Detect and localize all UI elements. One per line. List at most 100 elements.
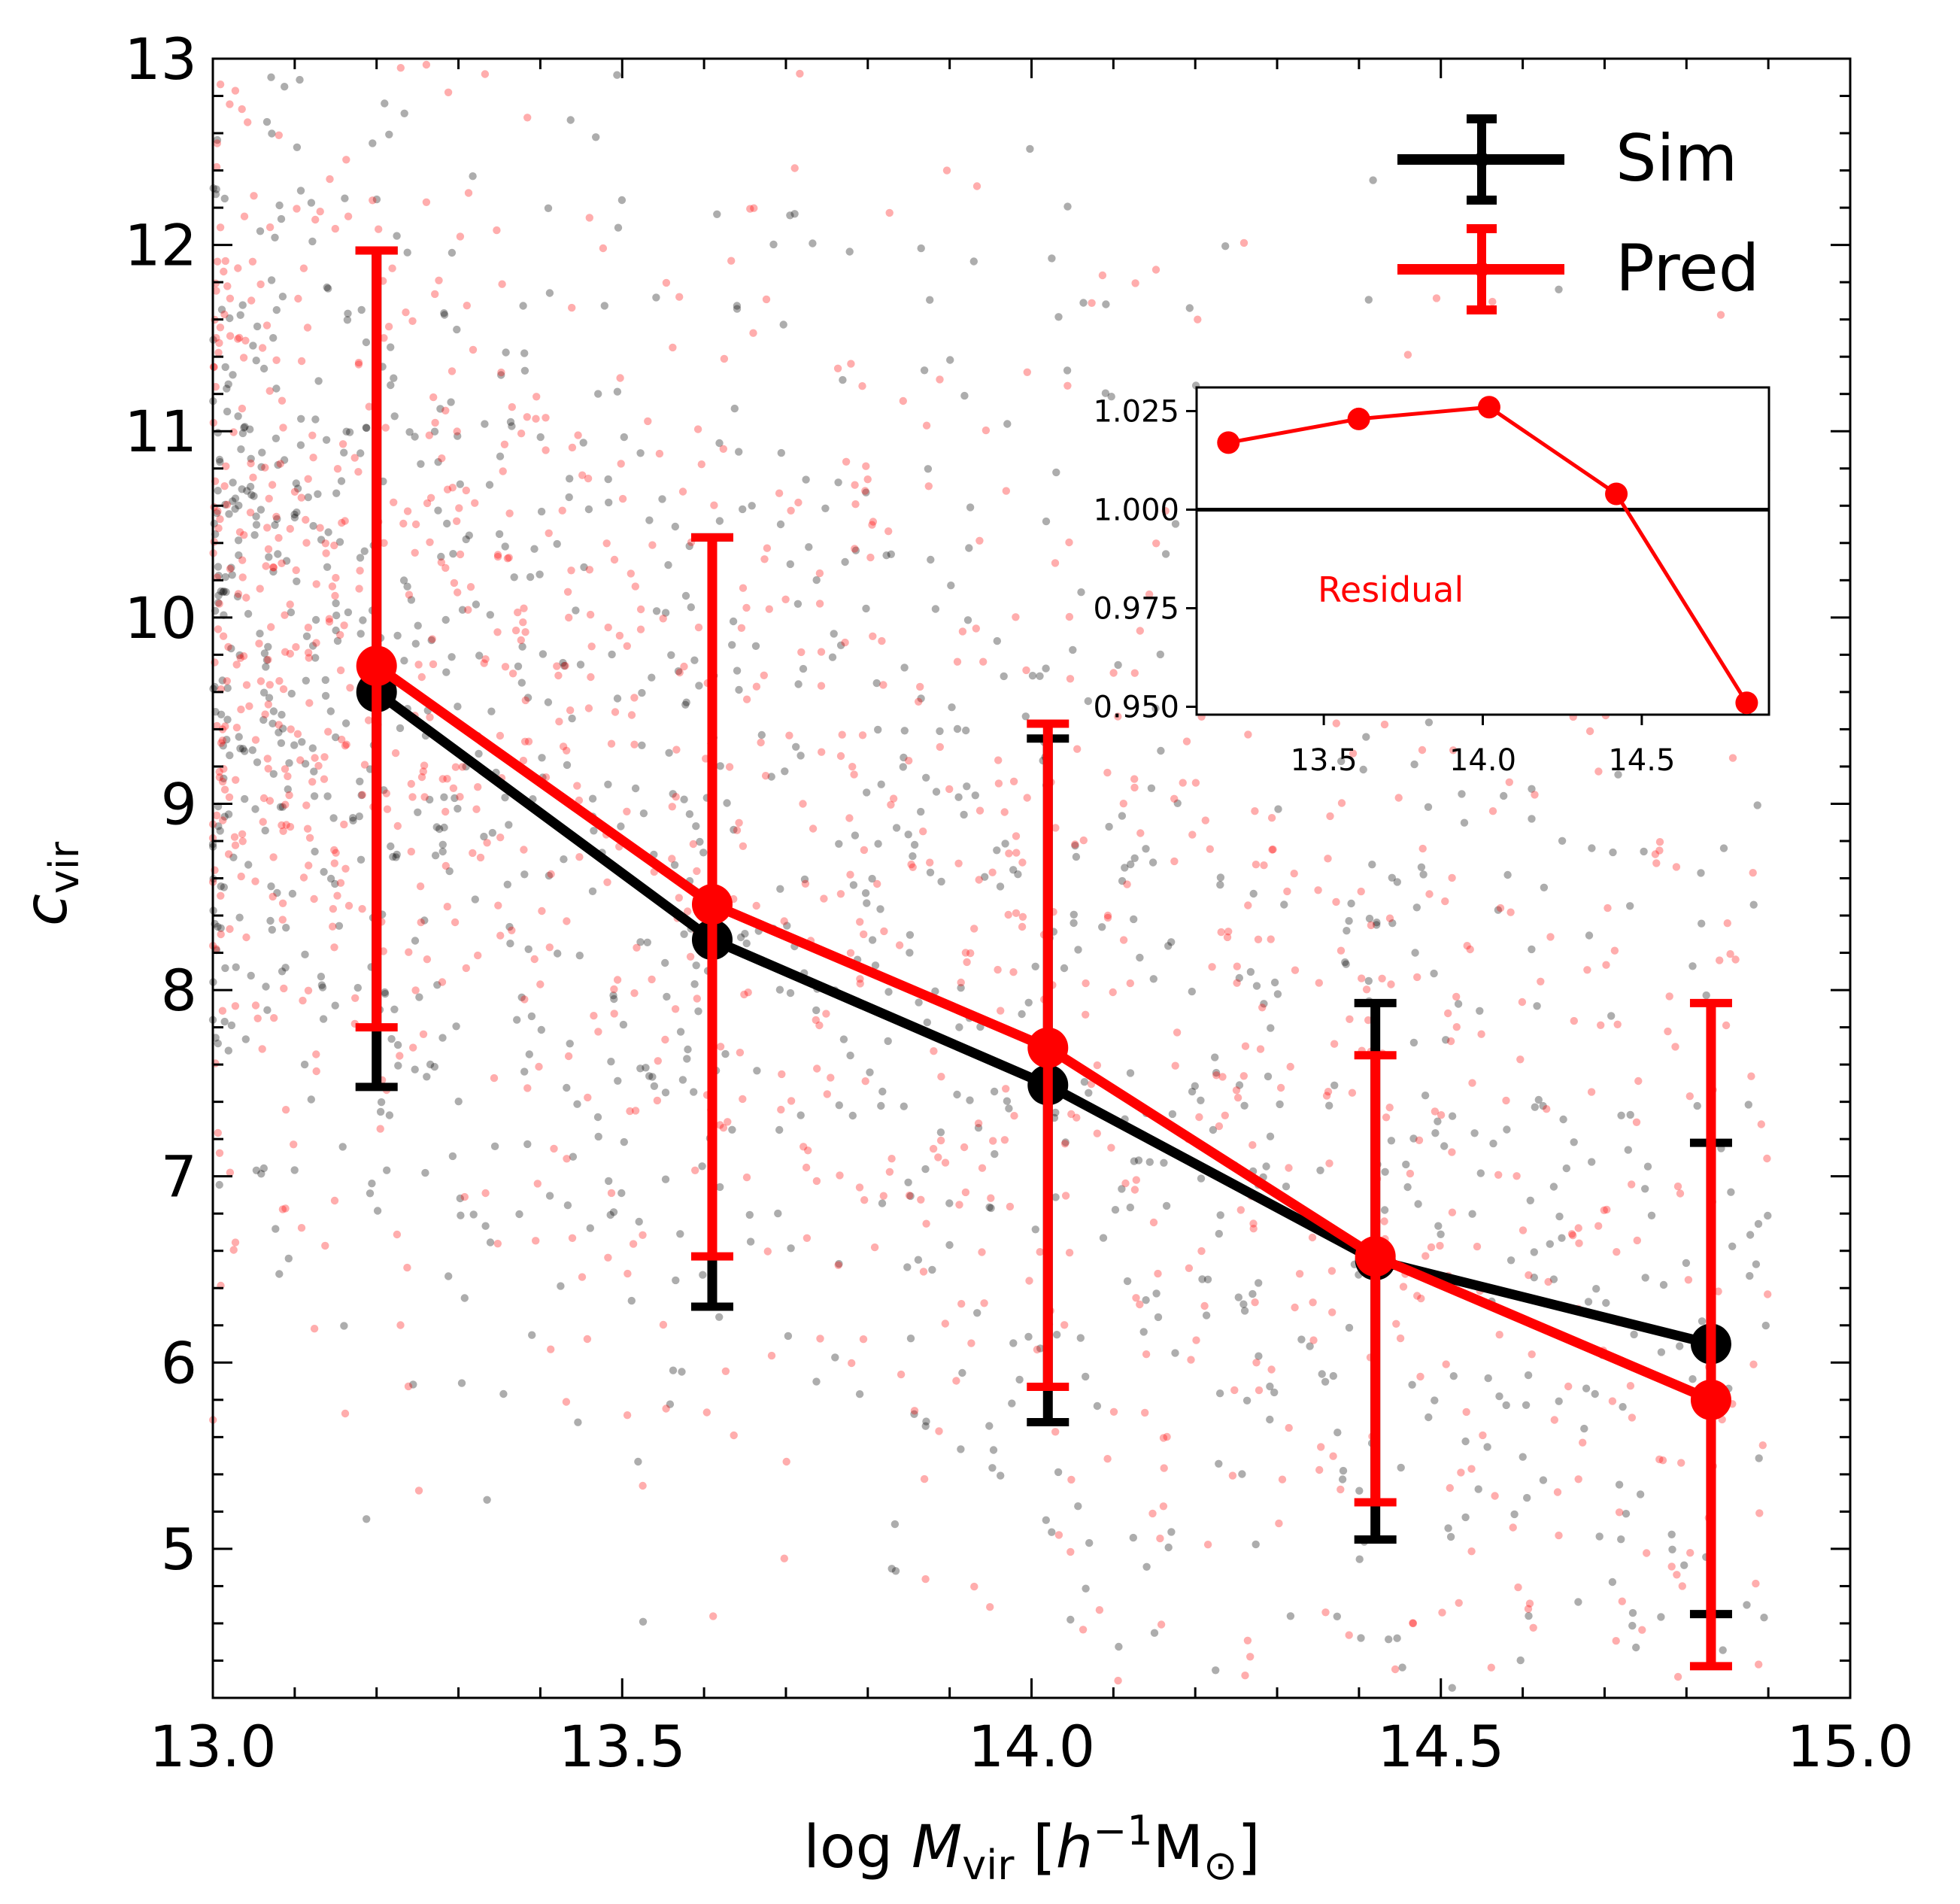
pred-scatter-point xyxy=(1362,985,1371,994)
sim-scatter-point xyxy=(1235,1081,1244,1089)
pred-scatter-point xyxy=(869,632,877,640)
sim-scatter-point xyxy=(311,847,319,856)
sim-scatter-point xyxy=(1209,1125,1218,1134)
pred-scatter-point xyxy=(299,264,308,272)
pred-scatter-point xyxy=(532,1237,540,1245)
pred-scatter-point xyxy=(281,611,289,619)
sim-scatter-point xyxy=(390,374,398,382)
pred-scatter-point xyxy=(767,1351,776,1360)
pred-scatter-point xyxy=(328,582,337,591)
sim-scatter-point xyxy=(1409,1038,1418,1047)
pred-scatter-point xyxy=(354,468,363,476)
pred-scatter-point xyxy=(611,708,620,716)
sim-scatter-point xyxy=(381,988,389,997)
pred-scatter-point xyxy=(846,949,855,958)
sim-scatter-point xyxy=(713,210,721,218)
pred-scatter-point xyxy=(1367,921,1376,930)
sim-scatter-point xyxy=(356,777,364,786)
pred-scatter-point xyxy=(219,632,228,640)
pred-scatter-point xyxy=(1418,746,1427,755)
pred-scatter-point xyxy=(895,941,904,949)
pred-scatter-point xyxy=(1448,873,1456,882)
pred-scatter-point xyxy=(1131,279,1139,287)
pred-scatter-point xyxy=(214,348,223,357)
sim-scatter-point xyxy=(246,482,255,491)
pred-scatter-point xyxy=(1466,945,1474,954)
pred-scatter-point xyxy=(365,402,373,411)
pred-scatter-point xyxy=(330,1196,339,1205)
sim-scatter-point xyxy=(432,823,441,831)
pred-scatter-point xyxy=(422,60,431,69)
pred-scatter-point xyxy=(1208,963,1216,971)
sim-scatter-point xyxy=(594,1132,602,1141)
sim-scatter-point xyxy=(607,1058,615,1066)
pred-scatter-point xyxy=(453,427,461,436)
pred-scatter-point xyxy=(1415,1136,1424,1145)
sim-scatter-point xyxy=(483,1496,491,1505)
sim-scatter-point xyxy=(1234,1293,1243,1301)
sim-scatter-point xyxy=(213,135,222,144)
sim-scatter-point xyxy=(958,1368,966,1377)
pred-scatter-point xyxy=(341,517,349,525)
pred-scatter-point xyxy=(780,1554,789,1562)
sim-scatter-point xyxy=(1614,770,1622,779)
sim-scatter-point xyxy=(609,1208,618,1216)
sim-scatter-point xyxy=(790,210,799,218)
sim-scatter-point xyxy=(954,793,963,801)
sim-scatter-point xyxy=(269,567,278,576)
pred-scatter-point xyxy=(942,166,951,175)
y-tick-label: 8 xyxy=(161,957,197,1024)
sim-scatter-point xyxy=(931,987,939,995)
sim-scatter-point xyxy=(1369,176,1377,184)
sim-scatter-point xyxy=(1142,845,1150,853)
sim-scatter-point xyxy=(715,1313,724,1322)
sim-scatter-point xyxy=(1431,1129,1440,1137)
pred-scatter-point xyxy=(1387,980,1395,988)
pred-scatter-point xyxy=(836,1171,844,1180)
sim-scatter-point xyxy=(486,1238,495,1247)
pred-scatter-point xyxy=(1416,1372,1424,1381)
sim-scatter-point xyxy=(223,384,231,393)
sim-scatter-point xyxy=(1101,389,1110,397)
pred-scatter-point xyxy=(466,583,475,591)
pred-scatter-point xyxy=(234,335,242,343)
pred-scatter-point xyxy=(1187,1356,1195,1364)
pred-scatter-point xyxy=(1628,1180,1636,1189)
pred-scatter-point xyxy=(332,573,340,582)
pred-scatter-point xyxy=(275,677,284,685)
sim-scatter-point xyxy=(247,454,255,463)
pred-scatter-point xyxy=(314,761,323,770)
pred-scatter-point xyxy=(610,1010,618,1018)
sim-scatter-point xyxy=(335,538,344,546)
sim-scatter-point xyxy=(1070,910,1079,919)
pred-scatter-point xyxy=(1413,1292,1421,1300)
sim-scatter-point xyxy=(332,626,340,635)
sim-scatter-point xyxy=(278,803,287,811)
pred-scatter-point xyxy=(517,636,525,645)
sim-scatter-point xyxy=(1077,588,1085,597)
pred-scatter-point xyxy=(809,824,818,833)
pred-scatter-point xyxy=(1763,1154,1771,1163)
sim-scatter-point xyxy=(1746,1231,1755,1239)
pred-scatter-point xyxy=(1731,955,1740,964)
pred-scatter-point xyxy=(218,1007,227,1015)
pred-scatter-point xyxy=(1553,1488,1562,1496)
pred-scatter-point xyxy=(607,1189,616,1198)
sim-scatter-point xyxy=(508,422,516,430)
pred-scatter-point xyxy=(1569,1231,1577,1240)
pred-scatter-point xyxy=(1239,238,1249,247)
sim-scatter-point xyxy=(526,572,535,582)
pred-scatter-point xyxy=(405,591,414,599)
sim-scatter-point xyxy=(235,913,244,922)
sim-scatter-point xyxy=(926,296,934,304)
pred-scatter-point xyxy=(312,639,320,647)
pred-scatter-point xyxy=(238,837,247,846)
sim-scatter-point xyxy=(1667,1530,1676,1539)
sim-scatter-point xyxy=(441,615,450,624)
pred-scatter-point xyxy=(411,986,420,995)
sim-scatter-point xyxy=(928,1265,936,1274)
sim-scatter-point xyxy=(221,964,229,973)
pred-scatter-point xyxy=(799,1143,808,1151)
inset-x-tick-label: 13.5 xyxy=(1291,743,1358,778)
pred-scatter-point xyxy=(563,746,571,755)
